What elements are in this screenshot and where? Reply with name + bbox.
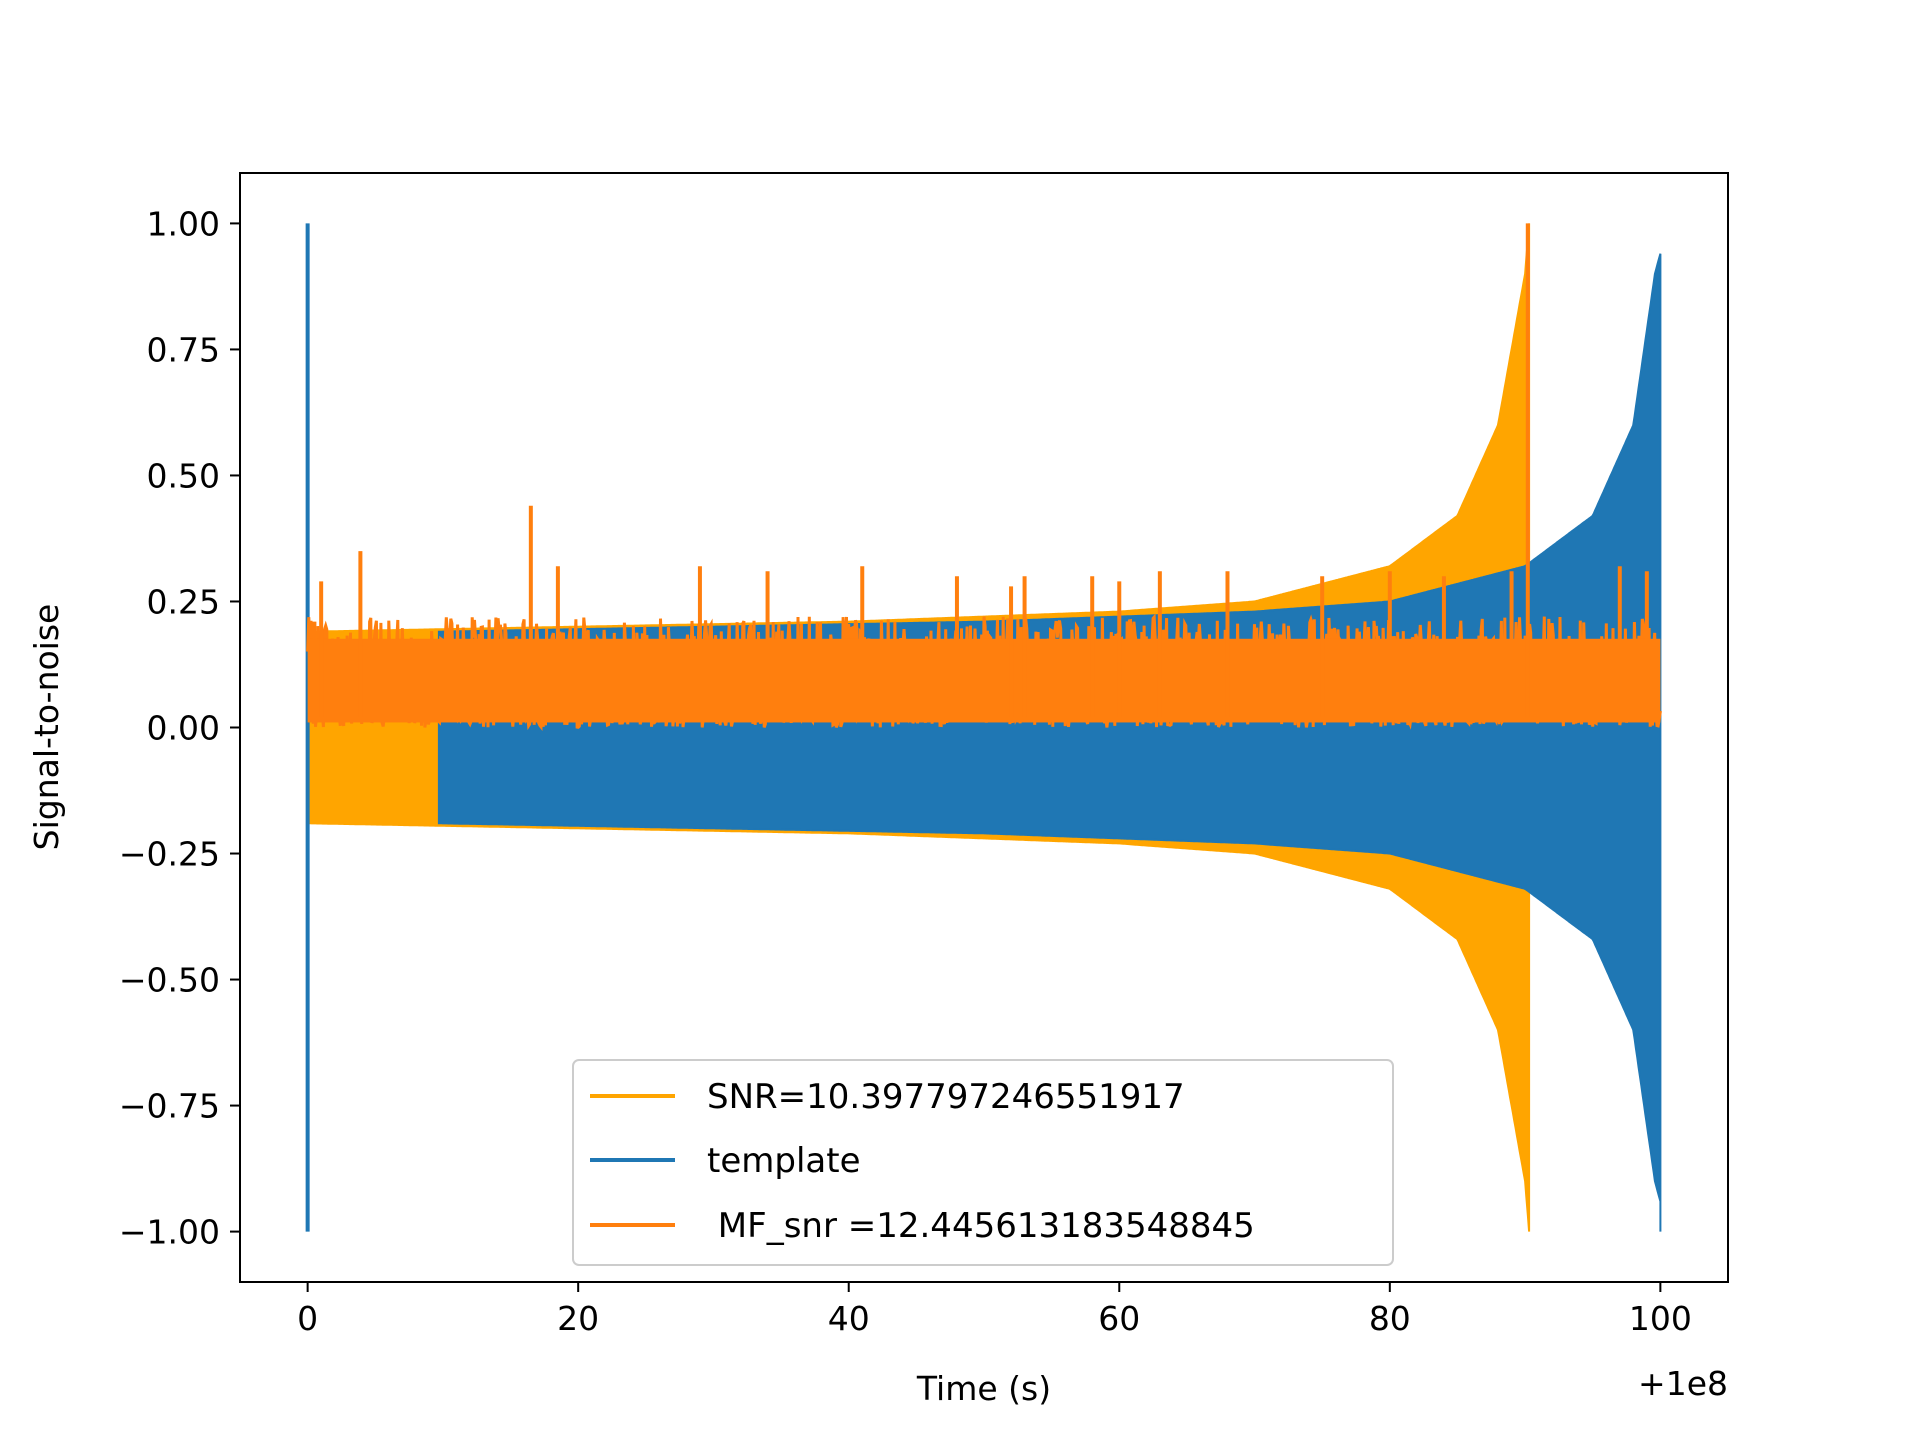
y-tick-label: 0.50 <box>147 456 220 495</box>
x-tick-label: 40 <box>828 1299 870 1338</box>
x-tick-label: 20 <box>557 1299 599 1338</box>
y-tick-label: 0.25 <box>147 582 220 621</box>
y-tick-label: −0.25 <box>119 835 220 874</box>
y-tick-label: 0.75 <box>147 330 220 369</box>
x-axis-offset-label: +1e8 <box>1638 1364 1728 1403</box>
x-tick-label: 80 <box>1369 1299 1411 1338</box>
x-axis-label: Time (s) <box>916 1369 1051 1408</box>
y-tick-label: 0.00 <box>147 709 220 748</box>
x-tick-label: 0 <box>297 1299 318 1338</box>
legend-label-template: template <box>707 1141 860 1181</box>
y-tick-label: −0.50 <box>119 961 220 1000</box>
legend-label-snr: SNR=10.397797246551917 <box>707 1077 1185 1117</box>
series-mf-snr <box>306 223 1662 732</box>
series-layer <box>305 223 1662 1232</box>
series-mf-snr-fill <box>307 638 1661 723</box>
x-tick-label: 100 <box>1629 1299 1692 1338</box>
legend: SNR=10.397797246551917 template MF_snr =… <box>572 1059 1394 1266</box>
legend-box <box>572 1059 1394 1266</box>
y-axis-label: Signal-to-noise <box>27 604 66 851</box>
plot-area <box>239 172 1729 1283</box>
y-tick-label: 1.00 <box>147 204 220 243</box>
y-tick-label: −0.75 <box>119 1087 220 1126</box>
y-tick-label: −1.00 <box>119 1213 220 1252</box>
x-tick-label: 60 <box>1098 1299 1140 1338</box>
y-axis-ticks: 1.00 0.75 0.50 0.25 0.00 −0.25 −0.50 −0.75 −1.00 <box>119 204 240 1252</box>
x-axis-ticks: 0 20 40 60 80 100 <box>297 1282 1692 1338</box>
legend-label-mf-snr: MF_snr =12.445613183548845 <box>707 1206 1255 1246</box>
